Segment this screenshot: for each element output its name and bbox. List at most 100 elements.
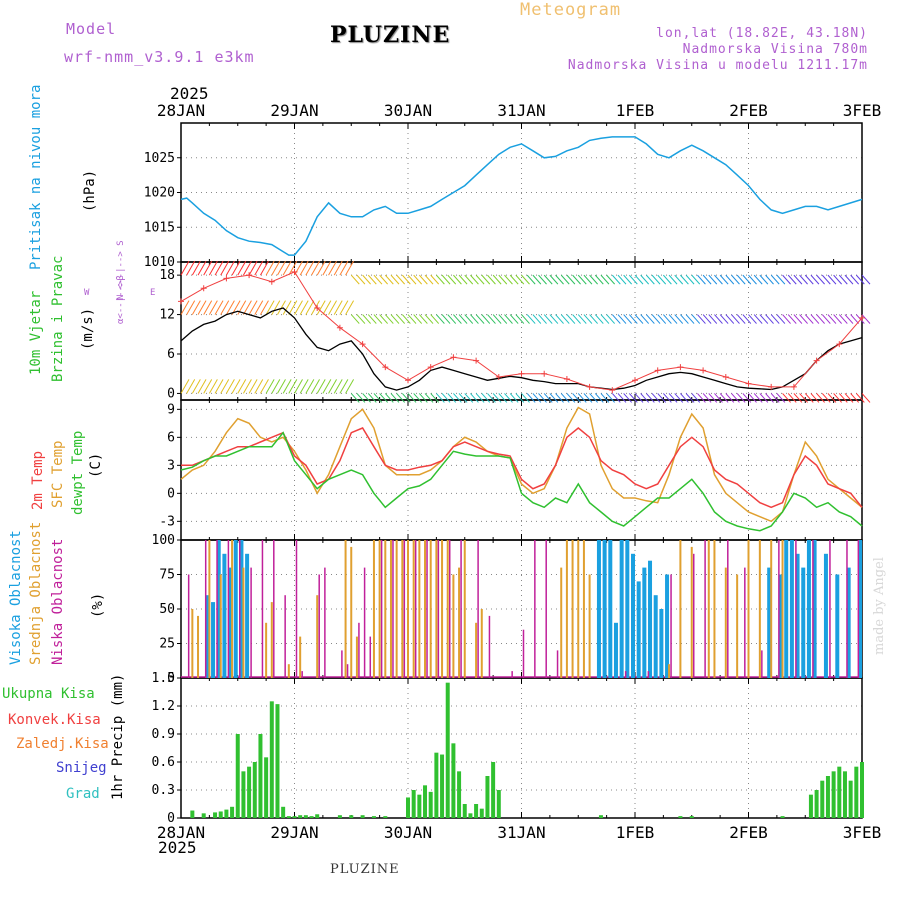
wind-barb xyxy=(390,393,400,403)
wind-barb xyxy=(844,314,854,324)
wind-barb xyxy=(396,393,406,403)
wind-barb xyxy=(447,274,457,285)
wind-barb xyxy=(498,314,508,324)
cloud-bar xyxy=(829,540,831,678)
cloud-bar xyxy=(619,540,624,678)
wind-barb xyxy=(458,393,468,403)
wind-barb xyxy=(634,274,644,285)
precip-bar xyxy=(440,754,445,818)
wind-barb xyxy=(680,393,689,403)
wind-barb xyxy=(254,379,264,394)
precip-bar xyxy=(411,790,416,818)
wind-barb xyxy=(407,314,417,324)
wind-barb xyxy=(220,260,230,276)
wind-barb xyxy=(373,274,383,285)
y-tick-label: 6 xyxy=(167,347,175,362)
precip-bar xyxy=(457,771,462,818)
cloud-bar xyxy=(488,615,491,678)
wind-barb xyxy=(543,393,553,403)
wind-barb xyxy=(651,274,661,285)
wind-barb xyxy=(515,393,525,403)
product-label: Meteogram xyxy=(520,0,622,20)
elevation-label: Nadmorska Visina 780m xyxy=(682,42,868,57)
y-tick-label: 0.6 xyxy=(152,755,175,770)
wind-barb xyxy=(521,314,530,324)
cloud-bar xyxy=(647,671,650,678)
precip-bar xyxy=(496,790,501,818)
wind-barb xyxy=(691,393,701,403)
wind-barb xyxy=(532,393,542,403)
wind-barb xyxy=(299,260,309,276)
wind-barb xyxy=(782,274,791,285)
wind-barb xyxy=(725,393,735,403)
cloud-bar xyxy=(670,574,672,678)
precip-bar xyxy=(292,816,297,818)
wind-gust-marker xyxy=(632,377,638,384)
precip-bar xyxy=(298,815,303,818)
wind-barb xyxy=(294,300,303,315)
wind-barb xyxy=(583,274,593,285)
wind-barb xyxy=(453,314,462,324)
wind-barb xyxy=(645,274,655,285)
cloud-bar xyxy=(187,574,190,678)
wind-barb xyxy=(611,274,621,285)
wind-barb xyxy=(600,274,610,285)
precip-bar xyxy=(337,815,342,818)
cloud-bar xyxy=(216,540,221,678)
wind-gust-marker xyxy=(813,357,820,364)
cloud-bar xyxy=(344,540,347,678)
wind-barb xyxy=(407,393,417,403)
wind-barb xyxy=(685,314,695,324)
precip-bar xyxy=(252,762,257,818)
wind-barb xyxy=(362,314,371,324)
wind-barb xyxy=(328,300,337,315)
wind-barb xyxy=(254,260,264,276)
wind-gust-marker xyxy=(291,268,298,275)
wind-barb xyxy=(504,314,513,324)
wind-barb xyxy=(543,274,553,285)
wind-barb xyxy=(640,314,650,324)
wind-barb xyxy=(214,379,224,394)
wind-barb xyxy=(447,314,457,324)
cloud-bar xyxy=(384,540,387,678)
precip-bar xyxy=(479,808,484,818)
wind-barb xyxy=(759,393,769,403)
wind-gust-marker xyxy=(563,375,570,382)
cloud-bar xyxy=(227,540,230,678)
wind-barb xyxy=(367,274,377,285)
cloud-bar xyxy=(324,567,326,678)
cloud-bar xyxy=(588,574,591,678)
cloud-bar xyxy=(211,602,216,678)
cloud-bar xyxy=(233,540,238,678)
wind-barb xyxy=(481,314,491,324)
wind-barb xyxy=(617,274,627,285)
wind-barb xyxy=(277,300,286,315)
precip-bar xyxy=(678,816,683,818)
wind-barb xyxy=(816,274,825,285)
wind-barb xyxy=(436,393,445,403)
wind-gust-marker xyxy=(609,387,616,394)
wind-barb xyxy=(384,393,394,403)
wind-barb xyxy=(645,393,655,403)
wind-barb xyxy=(436,274,445,285)
cloud-bar xyxy=(350,546,353,678)
wind-barb xyxy=(248,260,258,276)
cloud-bar xyxy=(245,553,250,678)
wind-barb xyxy=(770,393,780,403)
panel-frame xyxy=(180,677,863,819)
wind-barb xyxy=(299,379,309,394)
wind-barb xyxy=(197,260,207,276)
wind-barb xyxy=(458,314,468,324)
wind-barb xyxy=(316,260,326,276)
wind-barb xyxy=(413,393,423,403)
wind-barb xyxy=(753,314,763,324)
cloud-bar xyxy=(219,574,222,678)
wind-compass-e: E xyxy=(150,288,156,298)
cloud-bar xyxy=(812,540,814,678)
precip-bar xyxy=(451,743,456,818)
wind-barb xyxy=(373,314,383,324)
wind-barb xyxy=(191,300,201,315)
wind-barb xyxy=(413,314,423,324)
wind-barb xyxy=(265,300,275,315)
wind-barb xyxy=(396,314,406,324)
